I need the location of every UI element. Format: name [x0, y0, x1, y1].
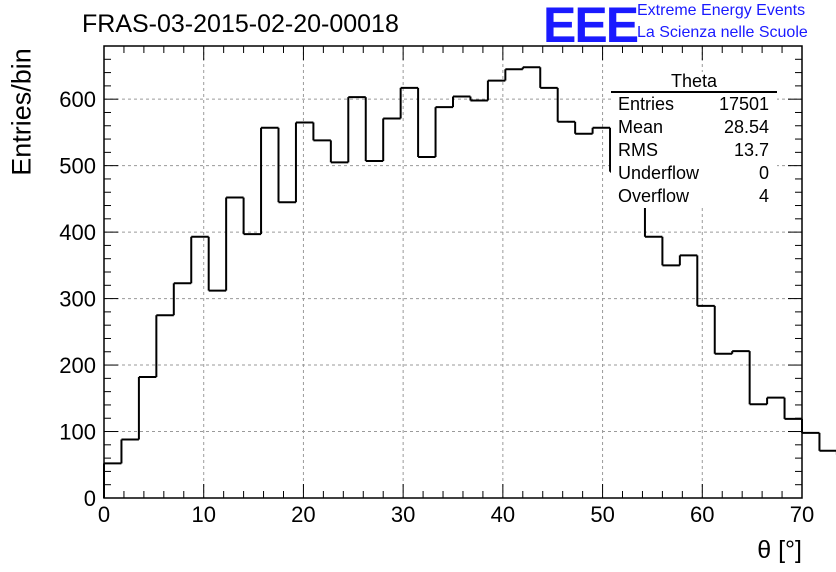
x-tick-label: 20	[291, 502, 315, 527]
x-tick-label: 30	[391, 502, 415, 527]
y-tick-label: 300	[59, 287, 96, 312]
stats-row-entries: Entries 17501	[611, 93, 777, 116]
y-tick-label: 600	[59, 87, 96, 112]
axis-ticks	[103, 45, 803, 499]
y-tick-label: 0	[84, 486, 96, 511]
stats-label: Overflow	[618, 186, 690, 206]
stats-value: 17501	[718, 94, 769, 114]
stats-value: 0	[758, 163, 769, 183]
x-tick-label: 50	[590, 502, 614, 527]
stats-value: 4	[758, 186, 769, 206]
x-axis-label: θ [°]	[757, 536, 802, 564]
y-tick-label: 200	[59, 353, 96, 378]
y-axis-label: Entries/bin	[6, 48, 37, 176]
stats-label: Mean	[618, 117, 664, 137]
eee-logo: EEE	[543, 0, 639, 53]
stats-row-rms: RMS 13.7	[611, 139, 777, 162]
x-tick-label: 10	[191, 502, 215, 527]
stats-row-overflow: Overflow 4	[611, 185, 777, 208]
chart-title: FRAS-03-2015-02-20-00018	[82, 10, 399, 38]
stats-row-mean: Mean 28.54	[611, 116, 777, 139]
stats-title: Theta	[611, 72, 777, 93]
stats-row-underflow: Underflow 0	[611, 162, 777, 185]
x-tick-label: 40	[491, 502, 515, 527]
stats-value: 13.7	[733, 140, 769, 160]
x-tick-label: 60	[690, 502, 714, 527]
stats-label: Entries	[618, 94, 675, 114]
stats-label: Underflow	[618, 163, 700, 183]
y-tick-label: 400	[59, 220, 96, 245]
logo-line-2: La Scienza nelle Scuole	[637, 24, 808, 41]
y-tick-label: 500	[59, 154, 96, 179]
stats-value: 28.54	[723, 117, 769, 137]
logo-line-1: Extreme Energy Events	[637, 2, 806, 19]
stats-box: Theta Entries 17501 Mean 28.54 RMS 13.7 …	[611, 72, 777, 208]
stats-label: RMS	[618, 140, 658, 160]
x-tick-label: 70	[790, 502, 814, 527]
y-tick-label: 100	[59, 420, 96, 445]
x-tick-label: 0	[98, 502, 110, 527]
